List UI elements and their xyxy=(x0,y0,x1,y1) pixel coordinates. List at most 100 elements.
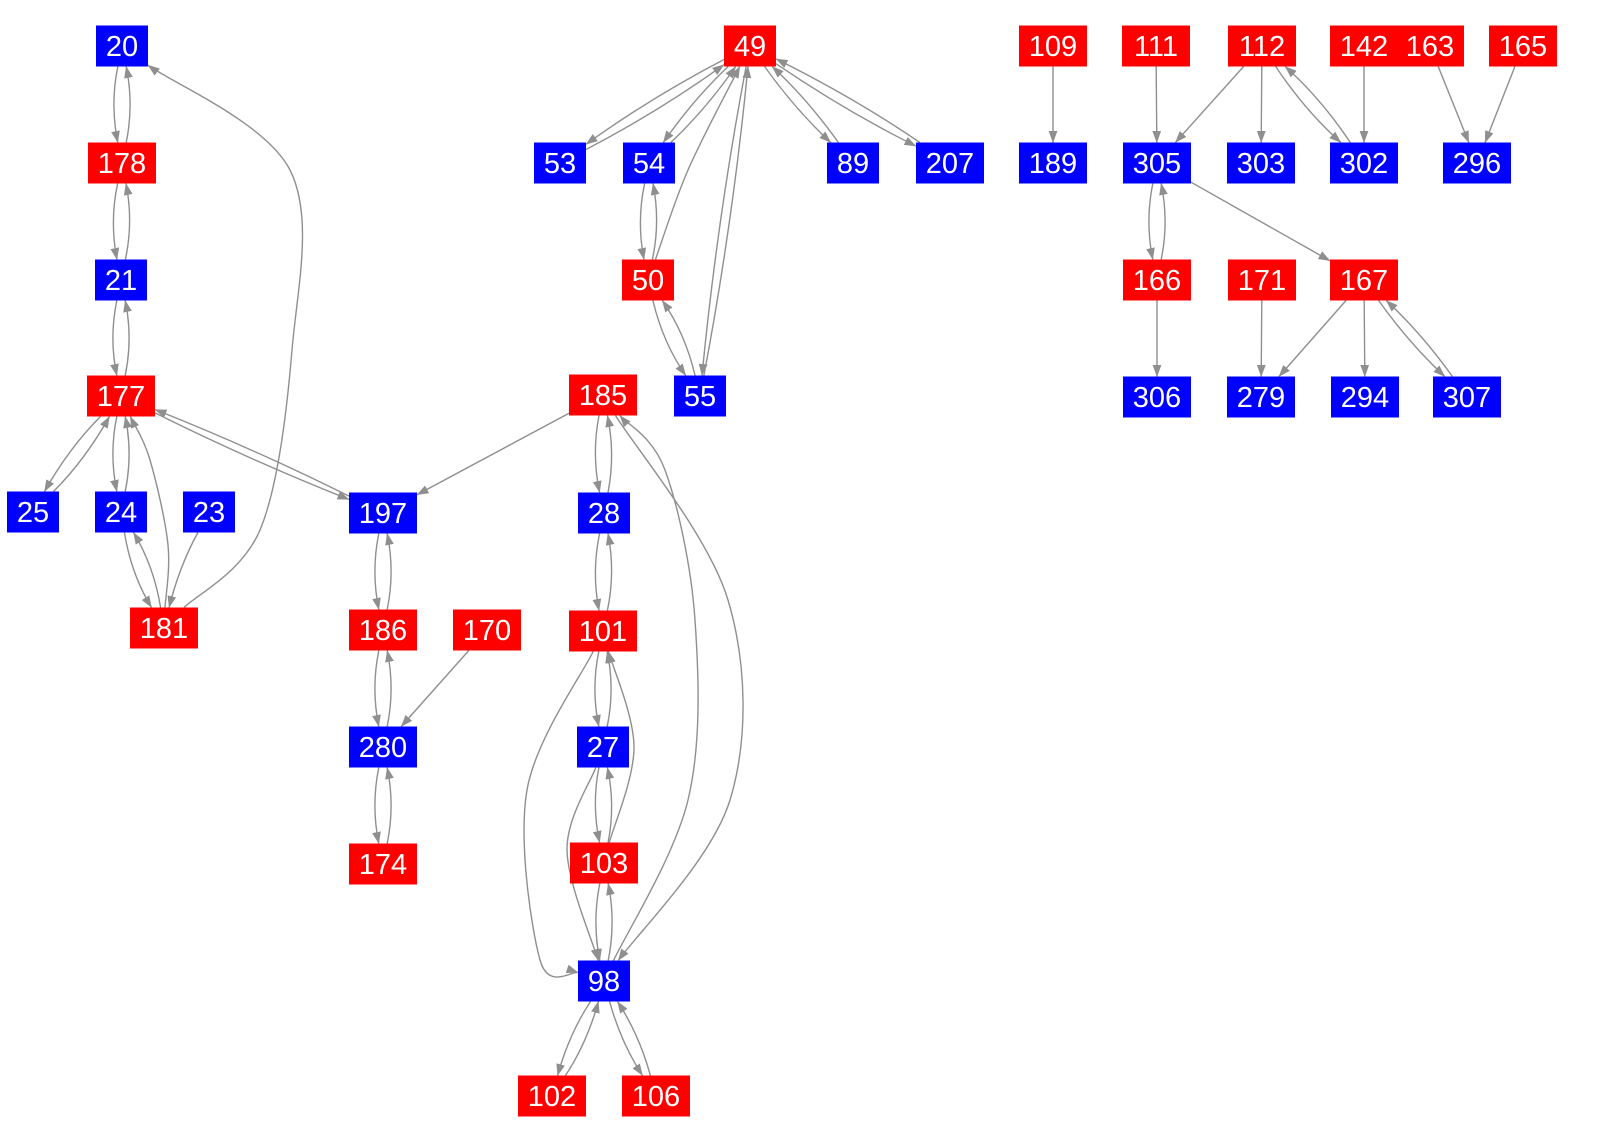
node-label-189: 189 xyxy=(1029,148,1077,180)
node-label-186: 186 xyxy=(359,615,407,647)
node-label-185: 185 xyxy=(579,380,627,412)
graph-node-111: 111 xyxy=(1122,25,1190,67)
edge-167-to-294 xyxy=(1360,300,1370,377)
node-box-53 xyxy=(534,142,586,184)
edge-111-to-305 xyxy=(1152,66,1162,143)
edge-181-to-24 xyxy=(132,532,162,608)
edge-98-to-185 xyxy=(612,415,699,961)
edge-177-to-25 xyxy=(43,416,101,492)
edge-49-to-89 xyxy=(764,66,832,144)
node-box-49 xyxy=(724,25,776,67)
edge-21-to-178 xyxy=(123,183,133,260)
edge-101-to-27 xyxy=(592,651,601,727)
edge-177-to-197 xyxy=(154,412,350,501)
node-box-167 xyxy=(1330,259,1398,301)
edge-21-to-177 xyxy=(110,300,119,376)
edge-186-to-197 xyxy=(385,533,394,610)
node-box-186 xyxy=(349,609,417,651)
node-box-279 xyxy=(1227,376,1295,418)
node-box-23 xyxy=(183,491,235,533)
node-label-112: 112 xyxy=(1239,31,1285,63)
node-label-181: 181 xyxy=(140,613,188,645)
edge-112-to-302 xyxy=(1275,66,1342,144)
graph-node-27: 27 xyxy=(577,726,629,768)
node-box-98 xyxy=(578,960,630,1002)
graph-node-102: 102 xyxy=(518,1075,586,1117)
edge-177-to-21 xyxy=(123,300,132,376)
node-label-102: 102 xyxy=(528,1081,576,1113)
node-label-167: 167 xyxy=(1340,265,1388,297)
graph-node-177: 177 xyxy=(87,375,155,417)
graph-node-171: 171 xyxy=(1228,259,1296,301)
graph-node-28: 28 xyxy=(578,492,630,534)
node-label-109: 109 xyxy=(1029,31,1077,63)
edge-174-to-280 xyxy=(385,767,394,844)
graph-node-306: 306 xyxy=(1123,376,1191,418)
edge-50-to-55 xyxy=(652,300,687,376)
graph-node-207: 207 xyxy=(916,142,984,184)
node-label-170: 170 xyxy=(463,615,511,647)
node-label-165: 165 xyxy=(1499,31,1547,63)
node-box-25 xyxy=(7,491,59,533)
node-box-305 xyxy=(1123,142,1191,184)
graph-node-103: 103 xyxy=(570,842,638,884)
graph-node-165: 165 xyxy=(1489,25,1557,67)
edge-102-to-98 xyxy=(564,1001,600,1076)
edge-23-to-181 xyxy=(167,532,199,608)
node-label-305: 305 xyxy=(1133,148,1181,180)
graph-node-178: 178 xyxy=(88,142,156,184)
node-label-103: 103 xyxy=(580,848,628,880)
graph-node-106: 106 xyxy=(622,1075,690,1117)
node-box-54 xyxy=(623,142,675,184)
edge-106-to-98 xyxy=(616,1001,652,1076)
edge-54-to-49 xyxy=(670,66,737,144)
graph-node-189: 189 xyxy=(1019,142,1087,184)
graph-node-307: 307 xyxy=(1433,376,1501,418)
edge-28-to-185 xyxy=(605,415,615,493)
graph-node-181: 181 xyxy=(130,607,198,649)
node-box-296 xyxy=(1443,142,1511,184)
node-box-89 xyxy=(827,142,879,184)
edge-98-to-106 xyxy=(608,1001,644,1076)
node-label-207: 207 xyxy=(926,148,974,180)
node-box-20 xyxy=(96,25,148,67)
node-label-28: 28 xyxy=(588,498,620,530)
edge-49-to-54 xyxy=(662,65,729,143)
node-box-50 xyxy=(622,259,674,301)
edge-165-to-296 xyxy=(1484,66,1516,143)
edge-112-to-303 xyxy=(1256,66,1266,143)
edge-307-to-167 xyxy=(1385,299,1453,377)
node-box-185 xyxy=(569,374,637,416)
graph-node-167: 167 xyxy=(1330,259,1398,301)
edge-24-to-181 xyxy=(123,532,153,608)
node-box-102 xyxy=(518,1075,586,1117)
node-label-20: 20 xyxy=(106,31,138,63)
graph-node-21: 21 xyxy=(95,259,147,301)
node-label-306: 306 xyxy=(1133,382,1181,414)
edge-302-to-112 xyxy=(1284,65,1351,143)
node-box-112 xyxy=(1228,25,1296,67)
edge-27-to-101 xyxy=(605,651,614,727)
edge-305-to-166 xyxy=(1146,183,1155,260)
node-label-280: 280 xyxy=(359,732,407,764)
graph-node-109: 109 xyxy=(1019,25,1087,67)
graph-node-303: 303 xyxy=(1227,142,1295,184)
graph-node-163: 163 xyxy=(1396,25,1464,67)
edge-171-to-279 xyxy=(1256,300,1266,377)
edge-186-to-280 xyxy=(372,650,381,727)
graph-node-296: 296 xyxy=(1443,142,1511,184)
edge-177-to-24 xyxy=(110,416,119,492)
graph-node-20: 20 xyxy=(96,25,148,67)
edge-98-to-103 xyxy=(606,883,615,961)
node-label-55: 55 xyxy=(684,381,716,413)
edge-178-to-21 xyxy=(110,183,120,260)
graph-node-101: 101 xyxy=(569,610,637,652)
edge-178-to-20 xyxy=(124,66,133,143)
graph-node-185: 185 xyxy=(569,374,637,416)
node-box-55 xyxy=(674,375,726,417)
node-label-294: 294 xyxy=(1341,382,1389,414)
edge-167-to-279 xyxy=(1278,300,1347,377)
edge-197-to-177 xyxy=(154,408,350,497)
